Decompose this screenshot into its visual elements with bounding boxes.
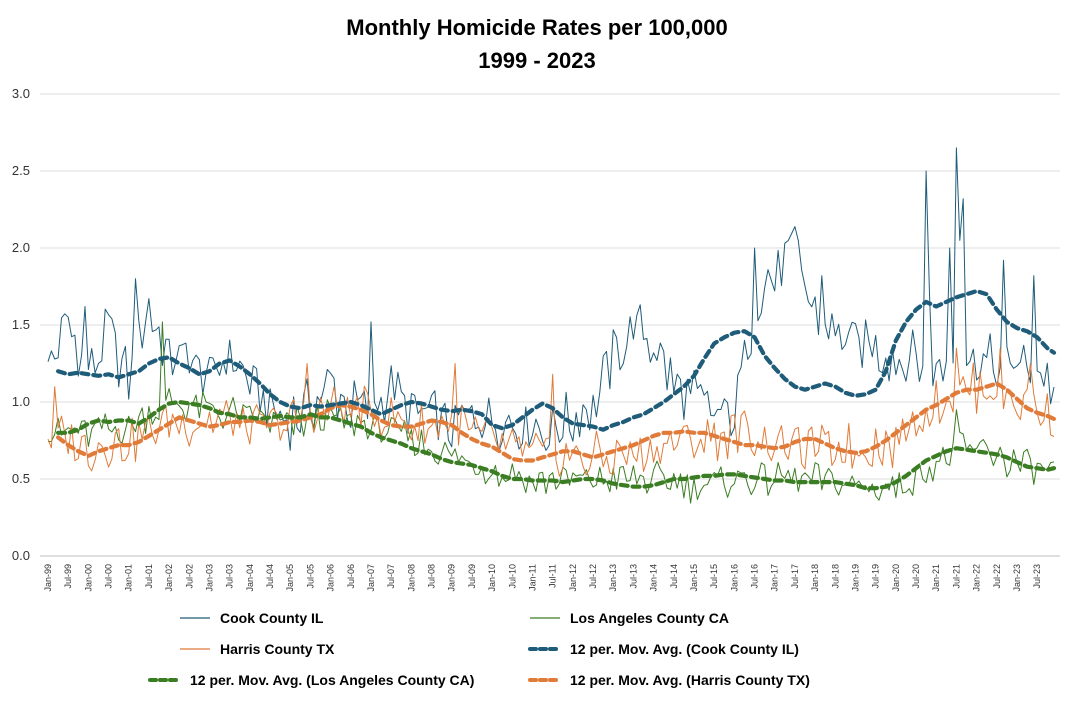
x-tick-label: Jan-04 [245, 564, 255, 592]
x-tick-label: Jul-04 [265, 564, 275, 589]
x-tick-label: Jul-12 [588, 564, 598, 589]
x-tick-label: Jul-09 [467, 564, 477, 589]
y-tick-label: 3.0 [12, 86, 30, 101]
x-tick-label: Jul-23 [1032, 564, 1042, 589]
x-tick-label: Jan-19 [850, 564, 860, 592]
series-line-12-per-mov-avg-cook-county-il [56, 289, 1057, 432]
legend-label-cook-county-il: Cook County IL [220, 610, 324, 626]
x-tick-label: Jul-14 [669, 564, 679, 589]
x-tick-label: Jan-09 [447, 564, 457, 592]
y-tick-label: 0.0 [12, 548, 30, 563]
legend-label-12-per-mov-avg-cook-county-il: 12 per. Mov. Avg. (Cook County IL) [570, 641, 799, 657]
series-lines [47, 147, 1057, 504]
y-tick-label: 1.0 [12, 394, 30, 409]
x-tick-label: Jul-11 [548, 564, 558, 588]
y-tick-label: 0.5 [12, 471, 30, 486]
x-tick-label: Jan-02 [164, 564, 174, 592]
x-tick-label: Jul-01 [144, 564, 154, 589]
x-tick-label: Jul-03 [225, 564, 235, 589]
legend-label-los-angeles-county-ca: Los Angeles County CA [570, 610, 729, 626]
x-tick-label: Jan-15 [689, 564, 699, 592]
chart-title-line-2: 1999 - 2023 [478, 48, 595, 73]
x-tick-label: Jan-07 [366, 564, 376, 592]
x-tick-label: Jul-13 [628, 564, 638, 589]
x-tick-label: Jan-05 [285, 564, 295, 592]
x-tick-label: Jul-05 [305, 564, 315, 589]
x-tick-label: Jan-10 [487, 564, 497, 592]
x-tick-label: Jan-18 [810, 564, 820, 592]
y-tick-label: 2.5 [12, 163, 30, 178]
x-tick-label: Jul-02 [184, 564, 194, 589]
legend-label-12-per-mov-avg-los-angeles-county-ca: 12 per. Mov. Avg. (Los Angeles County CA… [190, 672, 474, 688]
x-tick-label: Jan-16 [729, 564, 739, 592]
x-tick-label: Jul-22 [992, 564, 1002, 589]
y-axis-ticks: 0.0 0.5 1.0 1.5 2.0 2.5 3.0 [12, 86, 30, 563]
x-tick-label: Jan-99 [43, 564, 53, 592]
x-tick-label: Jan-23 [1012, 564, 1022, 592]
x-tick-label: Jan-13 [608, 564, 618, 592]
x-tick-label: Jan-00 [83, 564, 93, 592]
x-tick-label: Jan-20 [891, 564, 901, 592]
x-tick-label: Jan-22 [972, 564, 982, 592]
x-tick-label: Jul-99 [63, 564, 73, 589]
x-tick-label: Jan-21 [931, 564, 941, 592]
x-tick-label: Jul-21 [951, 564, 961, 589]
y-tick-label: 2.0 [12, 240, 30, 255]
x-tick-label: Jul-07 [386, 564, 396, 589]
y-tick-label: 1.5 [12, 317, 30, 332]
x-tick-label: Jan-01 [124, 564, 134, 592]
legend-label-12-per-mov-avg-harris-county-tx: 12 per. Mov. Avg. (Harris County TX) [570, 672, 810, 688]
x-tick-label: Jul-18 [830, 564, 840, 589]
x-axis-ticks: Jan-99 Jul-99 Jan-00 Jul-00 Jan-01 Jul-01 Jan-… [43, 564, 1042, 592]
legend-label-harris-county-tx: Harris County TX [220, 641, 335, 657]
x-tick-label: Jul-20 [911, 564, 921, 589]
x-tick-label: Jan-12 [568, 564, 578, 592]
x-tick-label: Jul-15 [709, 564, 719, 589]
x-tick-label: Jan-08 [406, 564, 416, 592]
series-line-12-per-mov-avg-harris-county-tx [56, 381, 1057, 463]
x-tick-label: Jul-19 [871, 564, 881, 589]
x-tick-label: Jan-03 [204, 564, 214, 592]
x-tick-label: Jul-17 [790, 564, 800, 589]
x-tick-label: Jul-06 [346, 564, 356, 589]
x-tick-label: Jan-17 [770, 564, 780, 592]
x-tick-label: Jan-11 [527, 564, 537, 591]
x-tick-label: Jul-08 [427, 564, 437, 589]
x-tick-label: Jul-10 [507, 564, 517, 589]
legend: Cook County IL Los Angeles County CA Harri… [148, 610, 810, 688]
x-tick-label: Jul-16 [750, 564, 760, 589]
x-tick-label: Jan-06 [326, 564, 336, 592]
chart-title-line-1: Monthly Homicide Rates per 100,000 [346, 15, 727, 40]
x-tick-label: Jul-00 [104, 564, 114, 589]
series-line-12-per-mov-avg-los-angeles-county-ca [56, 399, 1057, 491]
x-tick-label: Jan-14 [649, 564, 659, 592]
